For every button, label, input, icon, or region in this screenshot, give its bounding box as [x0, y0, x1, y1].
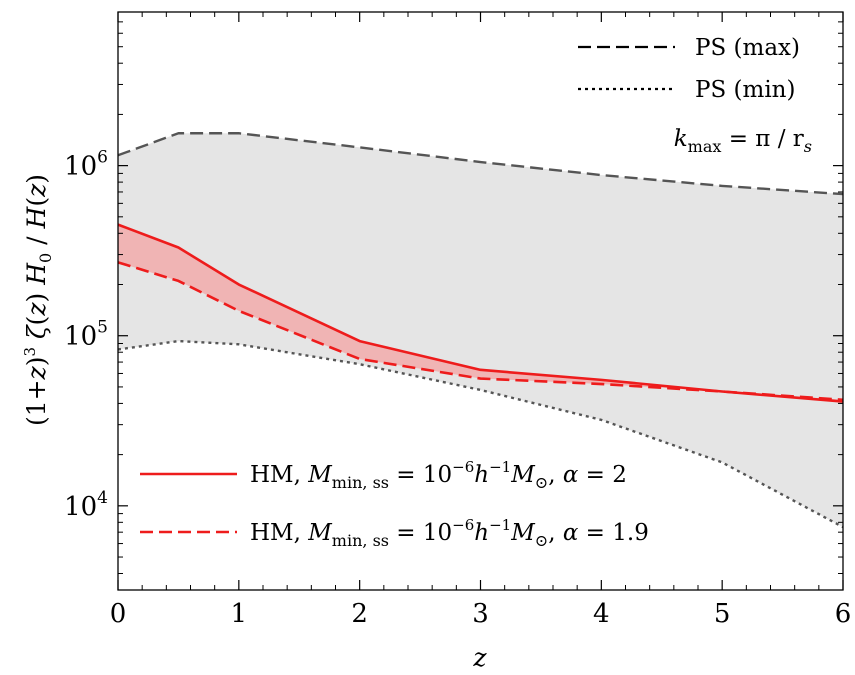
hm-range-band: [118, 224, 843, 402]
x-tick-label: 1: [231, 599, 248, 629]
x-tick-label: 2: [351, 599, 368, 629]
ps-range-band: [118, 133, 843, 528]
legend-label-hm-alpha-1-9: HM, Mmin, ss = 10−6h−1M⊙, α = 1.9: [250, 516, 649, 550]
x-tick-label: 6: [835, 599, 852, 629]
series-lines: [117, 132, 844, 529]
tick-labels: 0 1 2 3 4 5 6 104 105 106: [64, 148, 851, 629]
x-axis-label: z: [472, 643, 487, 672]
y-tick-label: 105: [64, 318, 108, 352]
x-tick-label: 3: [472, 599, 489, 629]
x-tick-label: 5: [714, 599, 731, 629]
legend-label-ps-max: PS (max): [695, 35, 800, 61]
ticks: [117, 11, 844, 590]
x-tick-label: 0: [110, 599, 127, 629]
series-line-hm-2: [117, 223, 844, 403]
legend-label-ps-min: PS (min): [695, 77, 795, 103]
y-tick-label: 106: [64, 148, 108, 182]
legend-top: PS (max) PS (min): [578, 35, 800, 103]
legend-label-hm-alpha-2: HM, Mmin, ss = 10−6h−1M⊙, α = 2: [250, 458, 627, 492]
y-axis-label: (1+z)3 ζ(z) H0 / H(z): [21, 174, 55, 426]
legend-bottom: HM, Mmin, ss = 10−6h−1M⊙, α = 2 HM, Mmin…: [140, 458, 649, 550]
y-tick-label: 104: [64, 488, 108, 522]
x-tick-label: 4: [593, 599, 610, 629]
series-line-ps-min: [117, 339, 844, 529]
series-line-ps-max: [117, 132, 844, 196]
svg-text:(1+z)3 ζ(z) H0 / H(z): (1+z)3 ζ(z) H0 / H(z): [21, 174, 55, 426]
bands: [118, 133, 843, 528]
kmax-annotation: kmax = π / rs: [674, 126, 812, 156]
